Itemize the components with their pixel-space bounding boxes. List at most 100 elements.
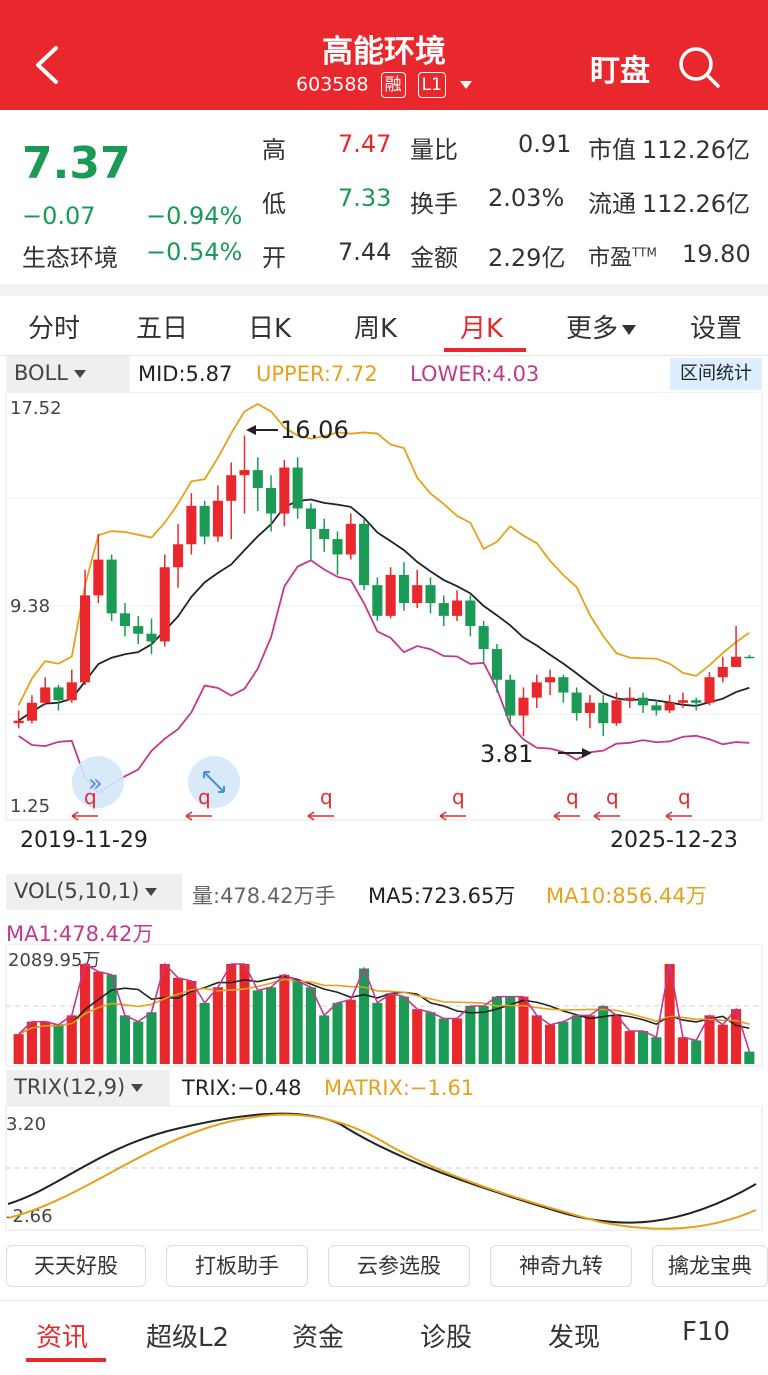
volume-bar (133, 1021, 144, 1064)
nav-diagnose[interactable]: 诊股 (420, 1323, 473, 1353)
boll-mid: MID:5.87 (138, 362, 233, 386)
boll-selector[interactable]: BOLL (6, 356, 130, 392)
search-icon[interactable] (676, 44, 722, 90)
volume-bar (704, 1015, 715, 1064)
nav-super-l2[interactable]: 超级L2 (146, 1323, 230, 1353)
volume-bar (571, 1015, 582, 1064)
trix-chart: 3.20 -2.66 (5, 1106, 763, 1231)
nav-capital[interactable]: 资金 (292, 1323, 345, 1353)
section-divider (0, 284, 768, 296)
quick-tool-daily-picks[interactable]: 天天好股 (6, 1245, 146, 1287)
quick-tool-cloud-select[interactable]: 云参选股 (328, 1245, 470, 1287)
back-arrow-icon[interactable] (28, 40, 68, 90)
volume-bar (611, 1015, 622, 1064)
nav-discover[interactable]: 发现 (548, 1323, 601, 1353)
candle-body (173, 544, 184, 568)
vol-selector[interactable]: VOL(5,10,1) (6, 874, 182, 910)
vol-y-max: 2089.95万 (8, 950, 100, 971)
volume-bar (173, 977, 184, 1064)
nav-news[interactable]: 资讯 (36, 1323, 89, 1353)
event-marker-label: q (606, 785, 619, 809)
amount-value: 2.29亿 (488, 244, 566, 272)
volume-bar (199, 1002, 210, 1064)
y-axis-max: 17.52 (10, 398, 62, 419)
candle-body (93, 559, 104, 596)
trix-selector[interactable]: TRIX(12,9) (6, 1070, 170, 1106)
volume-bar (744, 1051, 755, 1064)
candle-body (239, 470, 250, 476)
app-header: 高能环境 603588 融 L1 盯盘 (0, 0, 768, 110)
candles (13, 435, 755, 737)
candle-body (133, 626, 144, 634)
tab-settings[interactable]: 设置 (690, 314, 743, 344)
watch-button[interactable]: 盯盘 (590, 54, 650, 89)
volume-bar (119, 1015, 130, 1064)
volume-bar (545, 1024, 556, 1064)
volume-bar (266, 987, 277, 1064)
event-marker-label: q (566, 785, 579, 809)
left-arrow-icon (593, 811, 620, 821)
volume-bar (292, 981, 303, 1064)
tab-monthly-k[interactable]: 月K (460, 314, 504, 344)
candle-body (598, 702, 609, 724)
quick-tool-dragon[interactable]: 擒龙宝典 (652, 1245, 768, 1287)
trix-value: TRIX:−0.48 (182, 1076, 302, 1100)
level-tag: L1 (417, 72, 446, 98)
volume-bar (305, 987, 316, 1064)
collapse-button[interactable]: » (72, 756, 124, 808)
tab-weekly-k[interactable]: 周K (354, 314, 398, 344)
float-value: 112.26亿 (642, 190, 750, 218)
chevron-down-icon (622, 324, 637, 335)
min-value-label: 3.81 (480, 740, 533, 768)
candle-body (186, 505, 197, 545)
nav-f10[interactable]: F10 (682, 1317, 731, 1347)
candle-body (571, 692, 582, 714)
range-stats-button[interactable]: 区间统计 (670, 358, 762, 390)
tab-daily-k[interactable]: 日K (248, 314, 292, 344)
candle-body (80, 595, 91, 683)
volume-bar (465, 1006, 476, 1064)
kline-chart[interactable]: 17.52 9.38 1.25 16.06 3.81 » q q q q q q q (0, 392, 768, 822)
vol-ma1: MA1:478.42万 (6, 922, 154, 946)
volume-bar (159, 964, 170, 1064)
event-marker-label: q (320, 785, 333, 809)
volume-bar (26, 1021, 37, 1064)
chevron-down-icon (145, 888, 158, 896)
volume-bar (691, 1040, 702, 1064)
volume-bar (93, 971, 104, 1064)
stock-code-row[interactable]: 603588 融 L1 (0, 72, 768, 98)
candle-body (545, 677, 556, 683)
left-arrow-icon (307, 811, 334, 821)
volume-bar (638, 1031, 649, 1064)
fullscreen-button[interactable] (188, 756, 240, 808)
volume-chart: 2089.95万 (5, 944, 763, 1067)
tab-more[interactable]: 更多 (566, 308, 637, 345)
volume-bar (584, 1015, 595, 1064)
vol-ma1-line (18, 962, 751, 1052)
volume-bar (717, 1024, 728, 1064)
current-price: 7.37 (22, 138, 131, 189)
candle-body (425, 585, 436, 604)
quote-panel: 7.37 −0.07 −0.94% 生态环境 −0.54% 高 7.47 低 7… (0, 110, 768, 290)
candle-body (212, 500, 223, 537)
sector-name[interactable]: 生态环境 (22, 244, 118, 272)
candle-body (372, 585, 383, 616)
pe-ttm: TTM (632, 245, 657, 260)
quick-tool-magic-nine[interactable]: 神奇九转 (490, 1245, 632, 1287)
volume-bar (319, 1015, 330, 1064)
tab-intraday[interactable]: 分时 (28, 314, 81, 344)
tab-five-day[interactable]: 五日 (136, 314, 189, 344)
volume-bar (452, 1018, 463, 1064)
y-axis-min: 1.25 (10, 796, 50, 817)
pe-value: 19.80 (682, 240, 751, 268)
event-marker-label: q (678, 785, 691, 809)
min-annotation: 3.81 (480, 740, 592, 768)
candle-body (279, 467, 290, 514)
quick-tool-limit-up[interactable]: 打板助手 (166, 1245, 308, 1287)
volume-bar (478, 1006, 489, 1064)
candle-body (199, 505, 210, 537)
low-value: 7.33 (338, 184, 392, 212)
mktcap-value: 112.26亿 (642, 136, 750, 164)
candle-body (465, 600, 476, 627)
candle-body (478, 626, 489, 650)
